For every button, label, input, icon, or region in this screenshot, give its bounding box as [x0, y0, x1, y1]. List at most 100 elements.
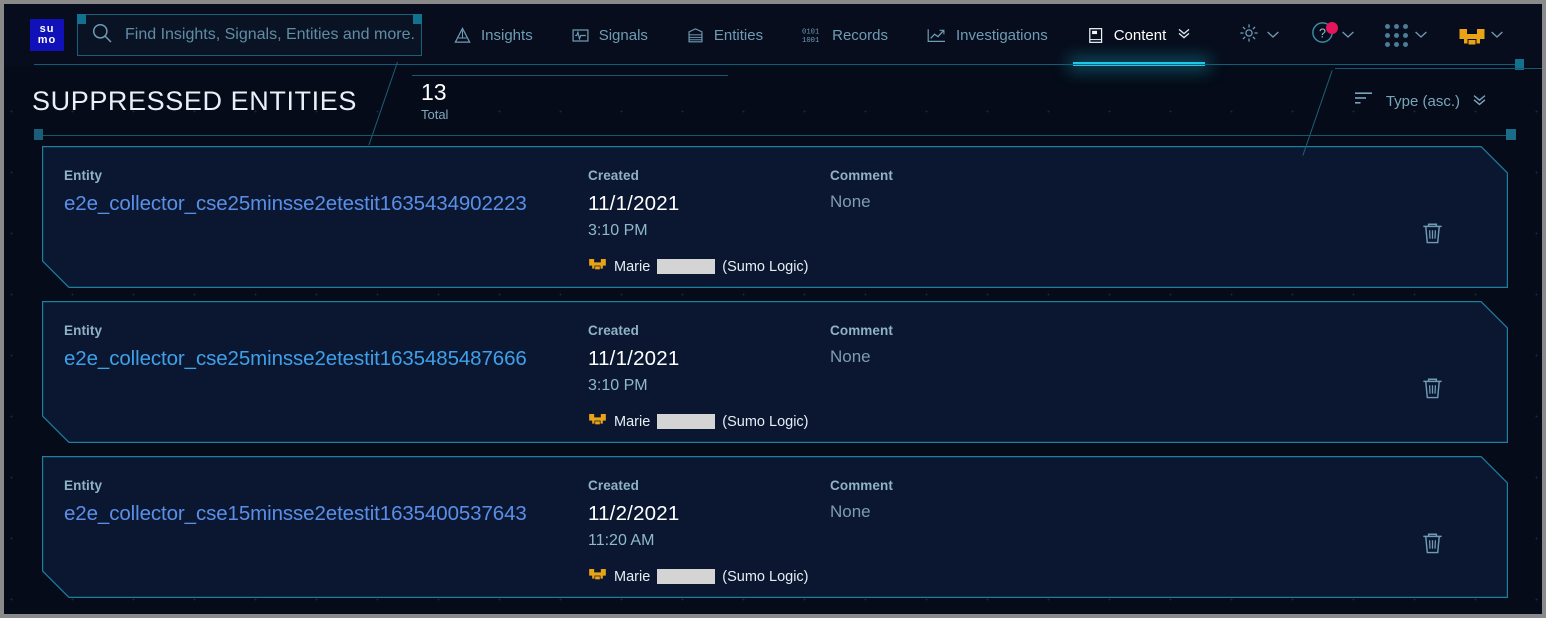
header-slash-divider [368, 61, 398, 146]
column-header-comment: Comment [830, 323, 893, 338]
entity-name-link[interactable]: e2e_collector_cse15minsse2etestit1635400… [64, 502, 527, 525]
user-first-name: Marie [614, 413, 651, 430]
created-by-user: Marie (Sumo Logic) [588, 257, 830, 276]
sumo-logic-app-window: su mo [4, 4, 1542, 614]
crown-avatar-icon [588, 567, 607, 586]
entity-name-link[interactable]: e2e_collector_cse25minsse2etestit1635485… [64, 347, 527, 370]
search-input[interactable] [125, 26, 415, 44]
crown-avatar-icon [588, 412, 607, 431]
entity-name-link[interactable]: e2e_collector_cse25minsse2etestit1635434… [64, 192, 527, 215]
suppressed-entity-card[interactable]: Entity e2e_collector_cse15minsse2etestit… [42, 456, 1508, 598]
tab-label: Investigations [955, 26, 1048, 44]
entity-column: Entity e2e_collector_cse15minsse2etestit… [64, 478, 588, 598]
comment-column: Comment None [830, 168, 1190, 288]
tab-label: Insights [481, 26, 533, 44]
created-date: 11/2/2021 [588, 502, 680, 525]
logo-line-2: mo [37, 34, 57, 46]
column-header-entity: Entity [64, 323, 103, 338]
page-header-cap-left [34, 129, 43, 140]
total-count-value: 13 [420, 79, 447, 106]
logo-line-1: su [39, 22, 55, 35]
tab-insights[interactable]: Insights [434, 4, 552, 66]
trash-icon [1419, 220, 1446, 252]
sort-slash-rule [1334, 68, 1542, 69]
total-count-label: Total [420, 106, 449, 122]
search-corner-accent-left [77, 14, 86, 24]
user-organization: (Sumo Logic) [722, 568, 809, 585]
entity-column: Entity e2e_collector_cse25minsse2etestit… [64, 168, 588, 288]
help-menu-button[interactable]: ? [1298, 15, 1367, 55]
chevron-down-icon [1490, 26, 1504, 44]
top-navigation-bar: su mo [4, 4, 1542, 70]
settings-menu-button[interactable] [1226, 15, 1292, 55]
nav-tab-list: Insights Signals [434, 4, 1211, 66]
column-header-created: Created [588, 168, 639, 183]
suppressed-entity-card[interactable]: Entity e2e_collector_cse25minsse2etestit… [42, 301, 1508, 443]
column-header-created: Created [588, 323, 639, 338]
tab-signals[interactable]: Signals [552, 4, 667, 66]
crown-avatar-icon [1458, 26, 1485, 45]
created-column: Created 11/2/2021 11:20 AM Marie (Sumo L… [588, 478, 830, 598]
delete-entity-button[interactable] [1419, 323, 1508, 443]
tab-label: Content [1113, 26, 1167, 44]
gear-icon [1238, 22, 1260, 49]
tab-records[interactable]: 0101 1001 Records [782, 4, 907, 66]
svg-text:?: ? [1319, 26, 1326, 40]
chevron-down-icon [1414, 26, 1428, 44]
user-organization: (Sumo Logic) [722, 258, 809, 275]
created-column: Created 11/1/2021 3:10 PM Marie (Sumo Lo… [588, 323, 830, 443]
created-date: 11/1/2021 [588, 347, 680, 370]
suppressed-entity-card[interactable]: Entity e2e_collector_cse25minsse2etestit… [42, 146, 1508, 288]
investigations-chart-icon [926, 26, 947, 45]
comment-column: Comment None [830, 478, 1190, 598]
created-time: 11:20 AM [588, 532, 655, 549]
comment-value: None [830, 347, 871, 366]
search-corner-accent-right [413, 14, 422, 24]
delete-entity-button[interactable] [1419, 168, 1508, 288]
created-time: 3:10 PM [588, 222, 648, 239]
comment-value: None [830, 192, 871, 211]
sort-label: Type (asc.) [1385, 92, 1460, 110]
records-binary-icon: 0101 1001 [801, 25, 823, 45]
global-search-box[interactable] [77, 14, 422, 56]
search-icon [91, 22, 113, 49]
nav-right-actions: ? [1226, 15, 1542, 55]
sort-lines-icon [1353, 90, 1375, 112]
content-book-icon [1086, 26, 1105, 45]
top-nav-divider-cap [1515, 59, 1524, 70]
tab-entities[interactable]: Entities [667, 4, 782, 66]
tab-label: Signals [598, 26, 648, 44]
trash-icon [1419, 530, 1446, 562]
entities-stack-icon [686, 26, 705, 45]
signals-pulse-icon [571, 26, 590, 45]
redacted-last-name [657, 569, 715, 584]
column-header-entity: Entity [64, 478, 103, 493]
redacted-last-name [657, 414, 715, 429]
tab-investigations[interactable]: Investigations [907, 4, 1067, 66]
delete-entity-button[interactable] [1419, 478, 1508, 598]
chevron-down-icon [1266, 26, 1280, 44]
insights-triangle-icon [453, 26, 472, 45]
created-by-user: Marie (Sumo Logic) [588, 412, 830, 431]
sumo-logic-logo[interactable]: su mo [30, 19, 64, 51]
page-header-divider [40, 135, 1508, 136]
user-profile-button[interactable] [1446, 15, 1516, 55]
sort-control[interactable]: Type (asc.) [1302, 68, 1542, 156]
notification-badge-dot [1326, 22, 1338, 34]
comment-column: Comment None [830, 323, 1190, 443]
column-header-comment: Comment [830, 168, 893, 183]
page-header: SUPPRESSED ENTITIES 13 Total Type (asc.) [4, 61, 1542, 156]
entity-column: Entity e2e_collector_cse25minsse2etestit… [64, 323, 588, 443]
svg-text:0101: 0101 [802, 29, 819, 37]
tab-content[interactable]: Content [1067, 4, 1212, 66]
column-header-created: Created [588, 478, 639, 493]
comment-value: None [830, 502, 871, 521]
redacted-last-name [657, 259, 715, 274]
app-switcher-button[interactable] [1373, 15, 1440, 55]
user-first-name: Marie [614, 258, 651, 275]
tab-label: Entities [713, 26, 764, 44]
column-header-comment: Comment [830, 478, 893, 493]
suppressed-entities-list: Entity e2e_collector_cse25minsse2etestit… [4, 136, 1542, 598]
trash-icon [1419, 375, 1446, 407]
crown-avatar-icon [588, 257, 607, 276]
